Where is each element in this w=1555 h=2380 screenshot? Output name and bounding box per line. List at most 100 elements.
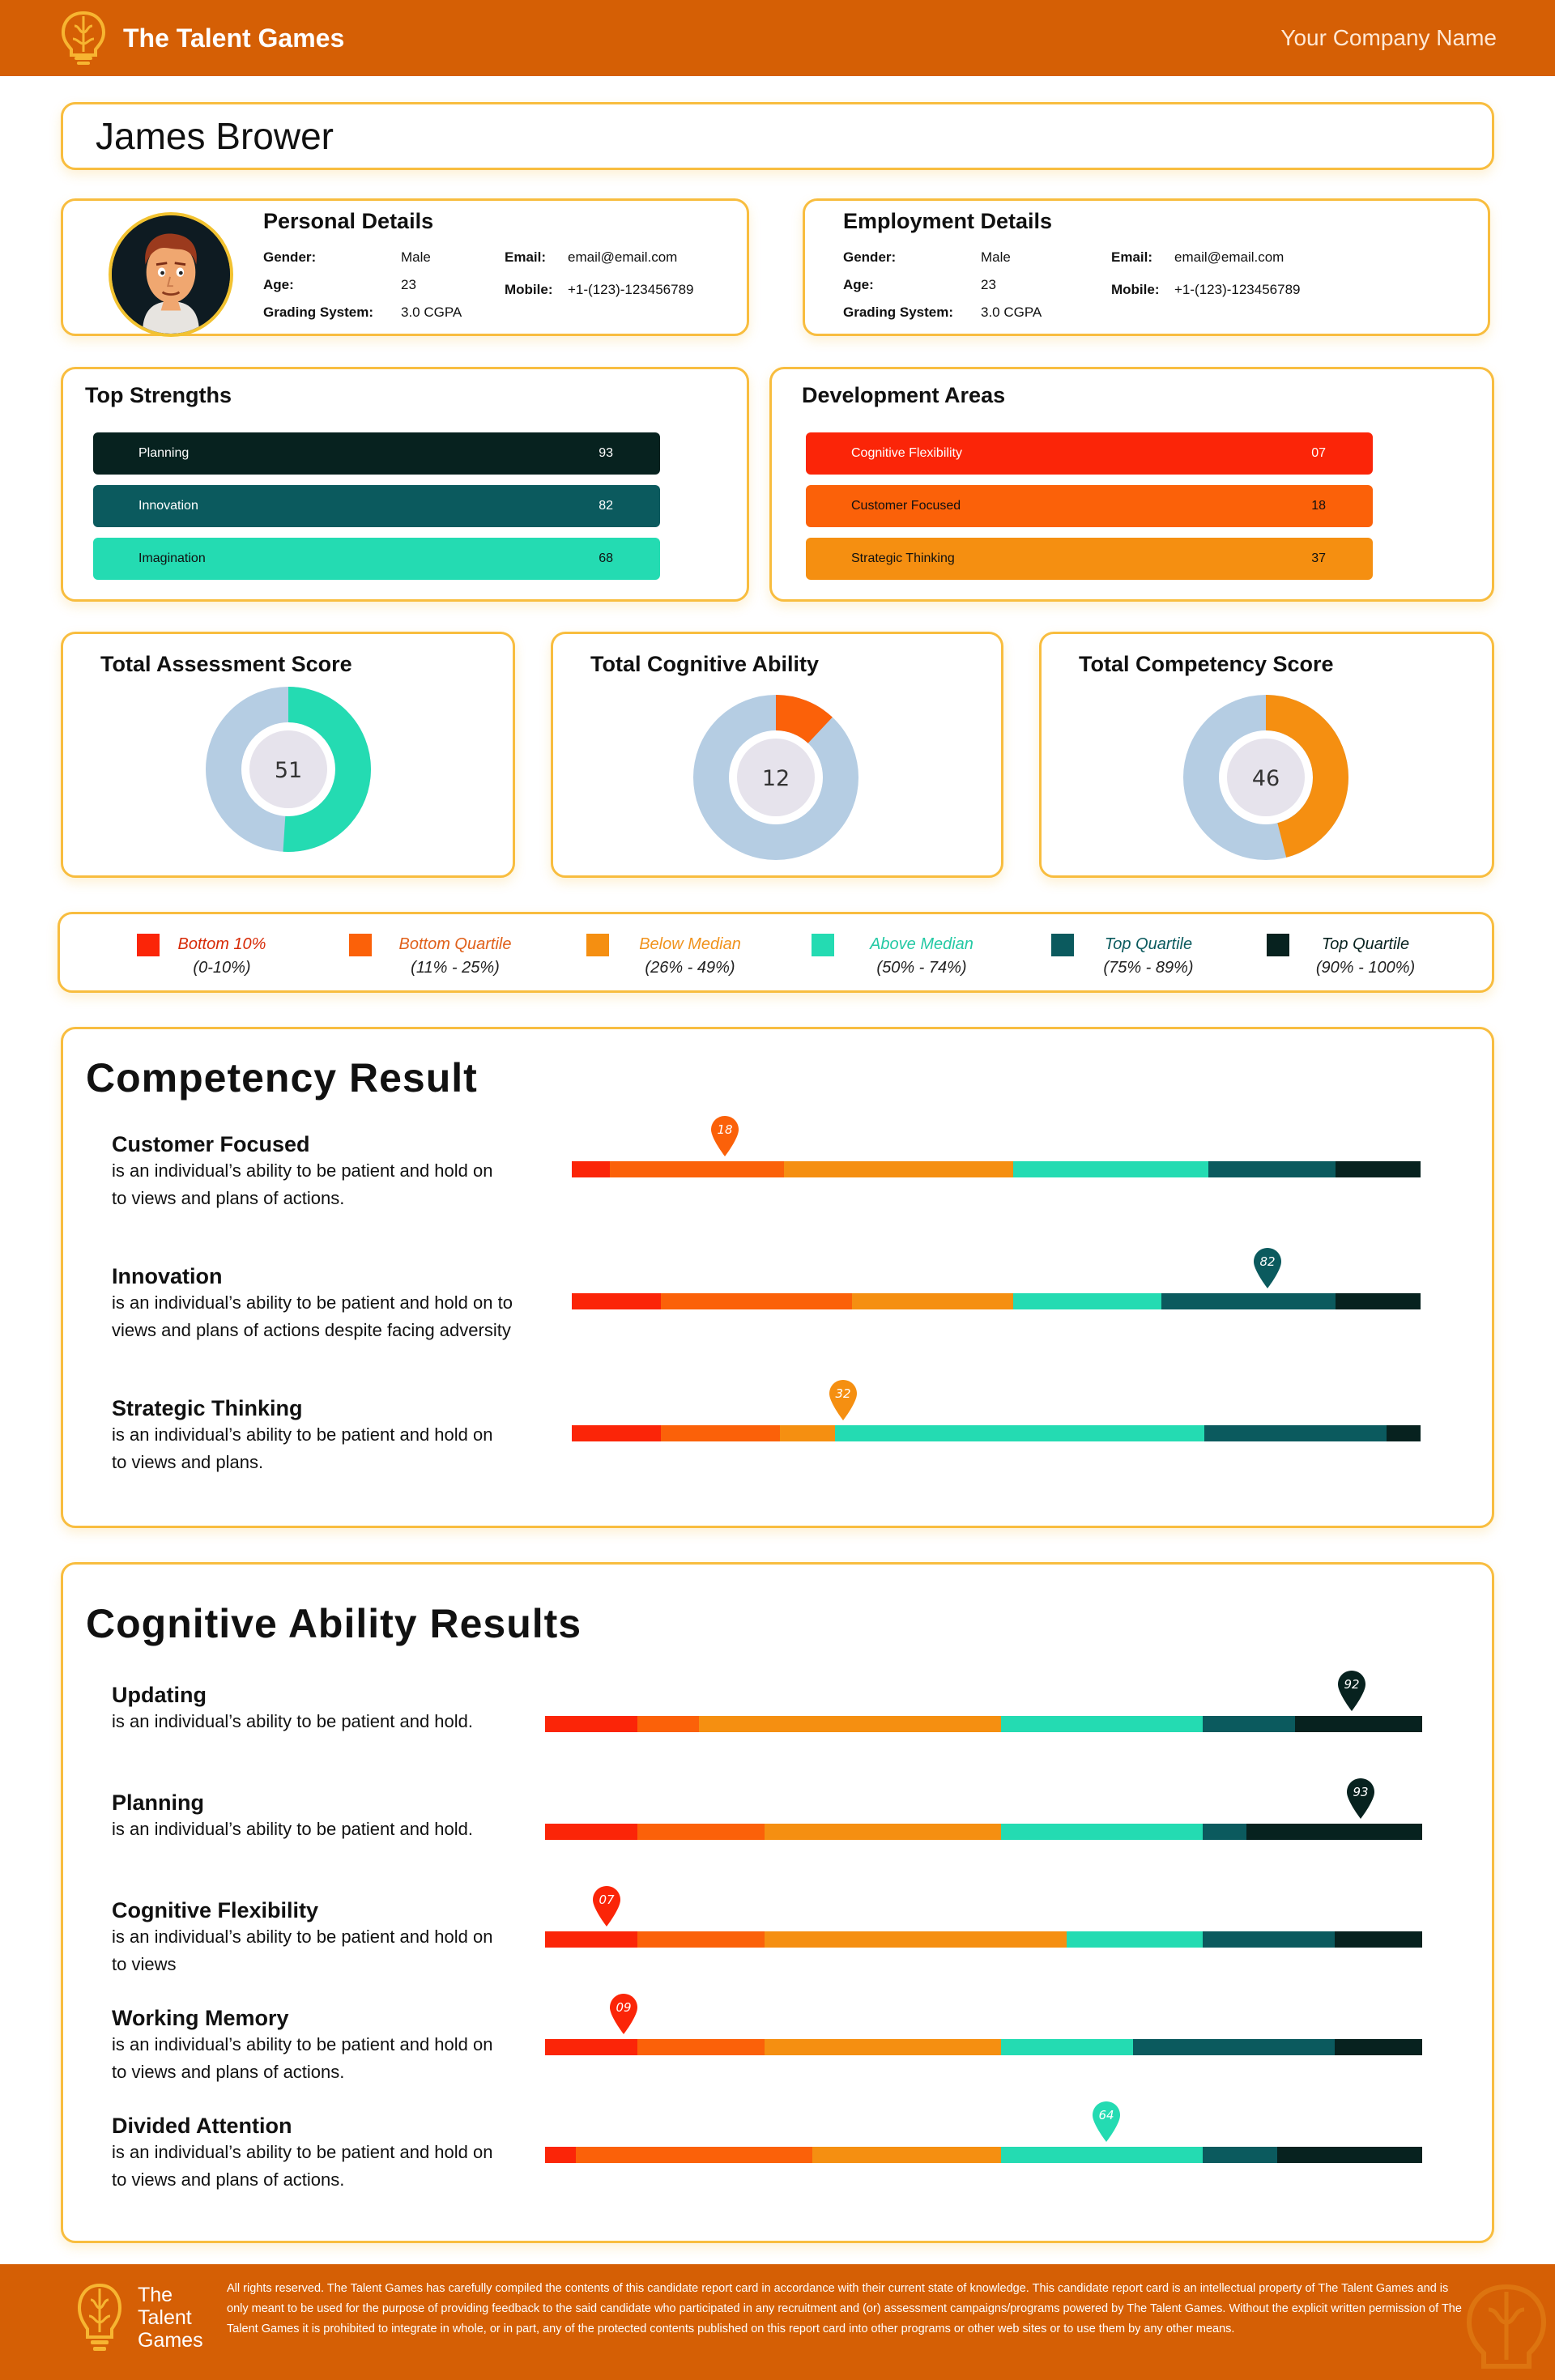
donut-value-arc xyxy=(206,687,371,852)
legend-range: (0-10%) xyxy=(193,959,251,977)
track-segment xyxy=(661,1293,852,1309)
brand-name: The Talent Games xyxy=(123,23,345,53)
pin-shape xyxy=(610,1994,638,2034)
track-segment xyxy=(1208,1161,1336,1177)
email-label: Email: xyxy=(505,249,547,265)
percentile-track xyxy=(545,1931,1422,1948)
legend-label: Top Quartile xyxy=(1321,935,1410,953)
pin-shape xyxy=(592,1886,620,1927)
track-segment xyxy=(1336,1161,1421,1177)
result-description-line: is an individual’s ability to be patient… xyxy=(112,1819,474,1839)
emp-gender-label: Gender: xyxy=(843,249,897,265)
track-segment xyxy=(637,1716,699,1732)
pin-shape xyxy=(1338,1671,1366,1711)
emp-mobile-label: Mobile: xyxy=(1111,282,1160,297)
brain-lightbulb-icon xyxy=(77,2283,122,2351)
email-value[interactable]: email@email.com xyxy=(568,249,678,265)
cartoon-man-avatar-icon xyxy=(112,215,230,334)
score-marker-pin: 93 xyxy=(1347,1778,1375,1819)
result-description: is an individual’s ability to be patient… xyxy=(112,1708,473,1735)
candidate-name-card: James Brower xyxy=(61,102,1494,170)
result-name: Updating xyxy=(112,1683,207,1707)
score-marker-pin: 09 xyxy=(610,1994,638,2034)
footer-brand-line: Talent xyxy=(138,2306,192,2329)
track-segment xyxy=(1203,2147,1278,2163)
legend-label: Below Median xyxy=(639,935,741,953)
pin-shape xyxy=(829,1380,858,1420)
brand[interactable]: The Talent Games xyxy=(58,10,344,66)
pin-score: 82 xyxy=(1260,1254,1276,1269)
pin-score: 93 xyxy=(1353,1785,1369,1799)
percentile-track xyxy=(545,1716,1422,1732)
legend-label: Bottom 10% xyxy=(177,935,266,953)
result-description-line: to views xyxy=(112,1954,177,1974)
emp-grading-value: 3.0 CGPA xyxy=(981,304,1042,320)
result-description-line: is an individual’s ability to be patient… xyxy=(112,2142,493,2162)
result-name: Planning xyxy=(112,1790,204,1815)
result-name: Innovation xyxy=(112,1264,223,1288)
result-description-line: is an individual’s ability to be patient… xyxy=(112,2034,493,2054)
score-title: Total Cognitive Ability xyxy=(590,652,819,676)
score-title: Total Competency Score xyxy=(1079,652,1334,676)
track-segment xyxy=(1001,1716,1204,1732)
development-bar: Cognitive Flexibility 07 xyxy=(806,432,1373,475)
emp-email-value[interactable]: email@email.com xyxy=(1174,249,1284,265)
brain-lightbulb-icon xyxy=(61,11,106,65)
track-segment xyxy=(545,2147,576,2163)
legend-item: Bottom Quartile (11% - 25%) xyxy=(358,935,552,977)
legend-item: Top Quartile (90% - 100%) xyxy=(1268,935,1463,977)
score-marker-pin: 32 xyxy=(829,1380,858,1420)
development-areas-card: Development Areas Cognitive Flexibility 0… xyxy=(769,367,1494,602)
result-description-line: to views and plans of actions. xyxy=(112,2169,345,2190)
track-segment xyxy=(764,1931,1067,1948)
personal-details-card: Personal Details Gender: Male Age: 23 Gr… xyxy=(61,198,749,337)
percentile-track xyxy=(572,1293,1421,1309)
cognitive-donut: 12 xyxy=(693,695,858,860)
result-description: is an individual’s ability to be patient… xyxy=(112,2031,492,2086)
emp-grading-label: Grading System: xyxy=(843,304,954,320)
pin-shape xyxy=(1093,2101,1121,2142)
competency-donut: 46 xyxy=(1183,695,1348,860)
strength-bar: Innovation 82 xyxy=(93,485,660,527)
legend-swatch xyxy=(812,934,834,956)
track-segment xyxy=(637,1824,765,1840)
track-segment xyxy=(572,1161,611,1177)
result-description-line: to views and plans. xyxy=(112,1452,264,1472)
track-segment xyxy=(610,1161,784,1177)
gender-value: Male xyxy=(401,249,431,265)
footer-brand[interactable]: The Talent Games xyxy=(75,2279,203,2357)
track-segment xyxy=(1334,1931,1422,1948)
pin-shape xyxy=(1347,1778,1375,1819)
track-segment xyxy=(1132,2039,1335,2055)
strength-value: 82 xyxy=(599,499,613,513)
track-segment xyxy=(1012,1293,1162,1309)
brain-watermark-icon xyxy=(1466,2284,1547,2369)
track-segment xyxy=(812,2147,1002,2163)
percentile-legend: Bottom 10% (0-10%) Bottom Quartile (11% - 2… xyxy=(58,912,1494,993)
competency-result-card: Competency Result Customer Focused is an … xyxy=(61,1027,1494,1528)
result-name: Working Memory xyxy=(112,2006,289,2030)
total-cognitive-card: Total Cognitive Ability 12 xyxy=(551,632,1003,878)
legend-label: Above Median xyxy=(870,935,973,953)
total-competency-card: Total Competency Score 46 xyxy=(1039,632,1494,878)
development-bar: Strategic Thinking 37 xyxy=(806,538,1373,580)
track-segment xyxy=(575,2147,813,2163)
track-segment xyxy=(851,1293,1013,1309)
legend-range: (26% - 49%) xyxy=(645,959,735,977)
result-description-line: is an individual’s ability to be patient… xyxy=(112,1711,474,1731)
employment-details-card: Employment Details Gender: Male Age: 23 … xyxy=(803,198,1490,336)
track-segment xyxy=(834,1425,1204,1441)
score-marker-pin: 64 xyxy=(1093,2101,1121,2142)
donut-center xyxy=(1227,739,1305,816)
development-label: Strategic Thinking xyxy=(851,551,955,565)
result-description-line: is an individual’s ability to be patient… xyxy=(112,1292,513,1313)
emp-age-label: Age: xyxy=(843,277,874,292)
legend-range: (50% - 74%) xyxy=(876,959,967,977)
mobile-value[interactable]: +1-(123)-123456789 xyxy=(568,282,694,297)
pin-shape xyxy=(710,1116,739,1156)
legend-item: Below Median (26% - 49%) xyxy=(593,935,787,977)
donut-value: 12 xyxy=(762,766,790,791)
emp-mobile-value[interactable]: +1-(123)-123456789 xyxy=(1174,282,1301,297)
competency-result-title: Competency Result xyxy=(86,1055,478,1101)
result-description-line: is an individual’s ability to be patient… xyxy=(112,1424,493,1445)
